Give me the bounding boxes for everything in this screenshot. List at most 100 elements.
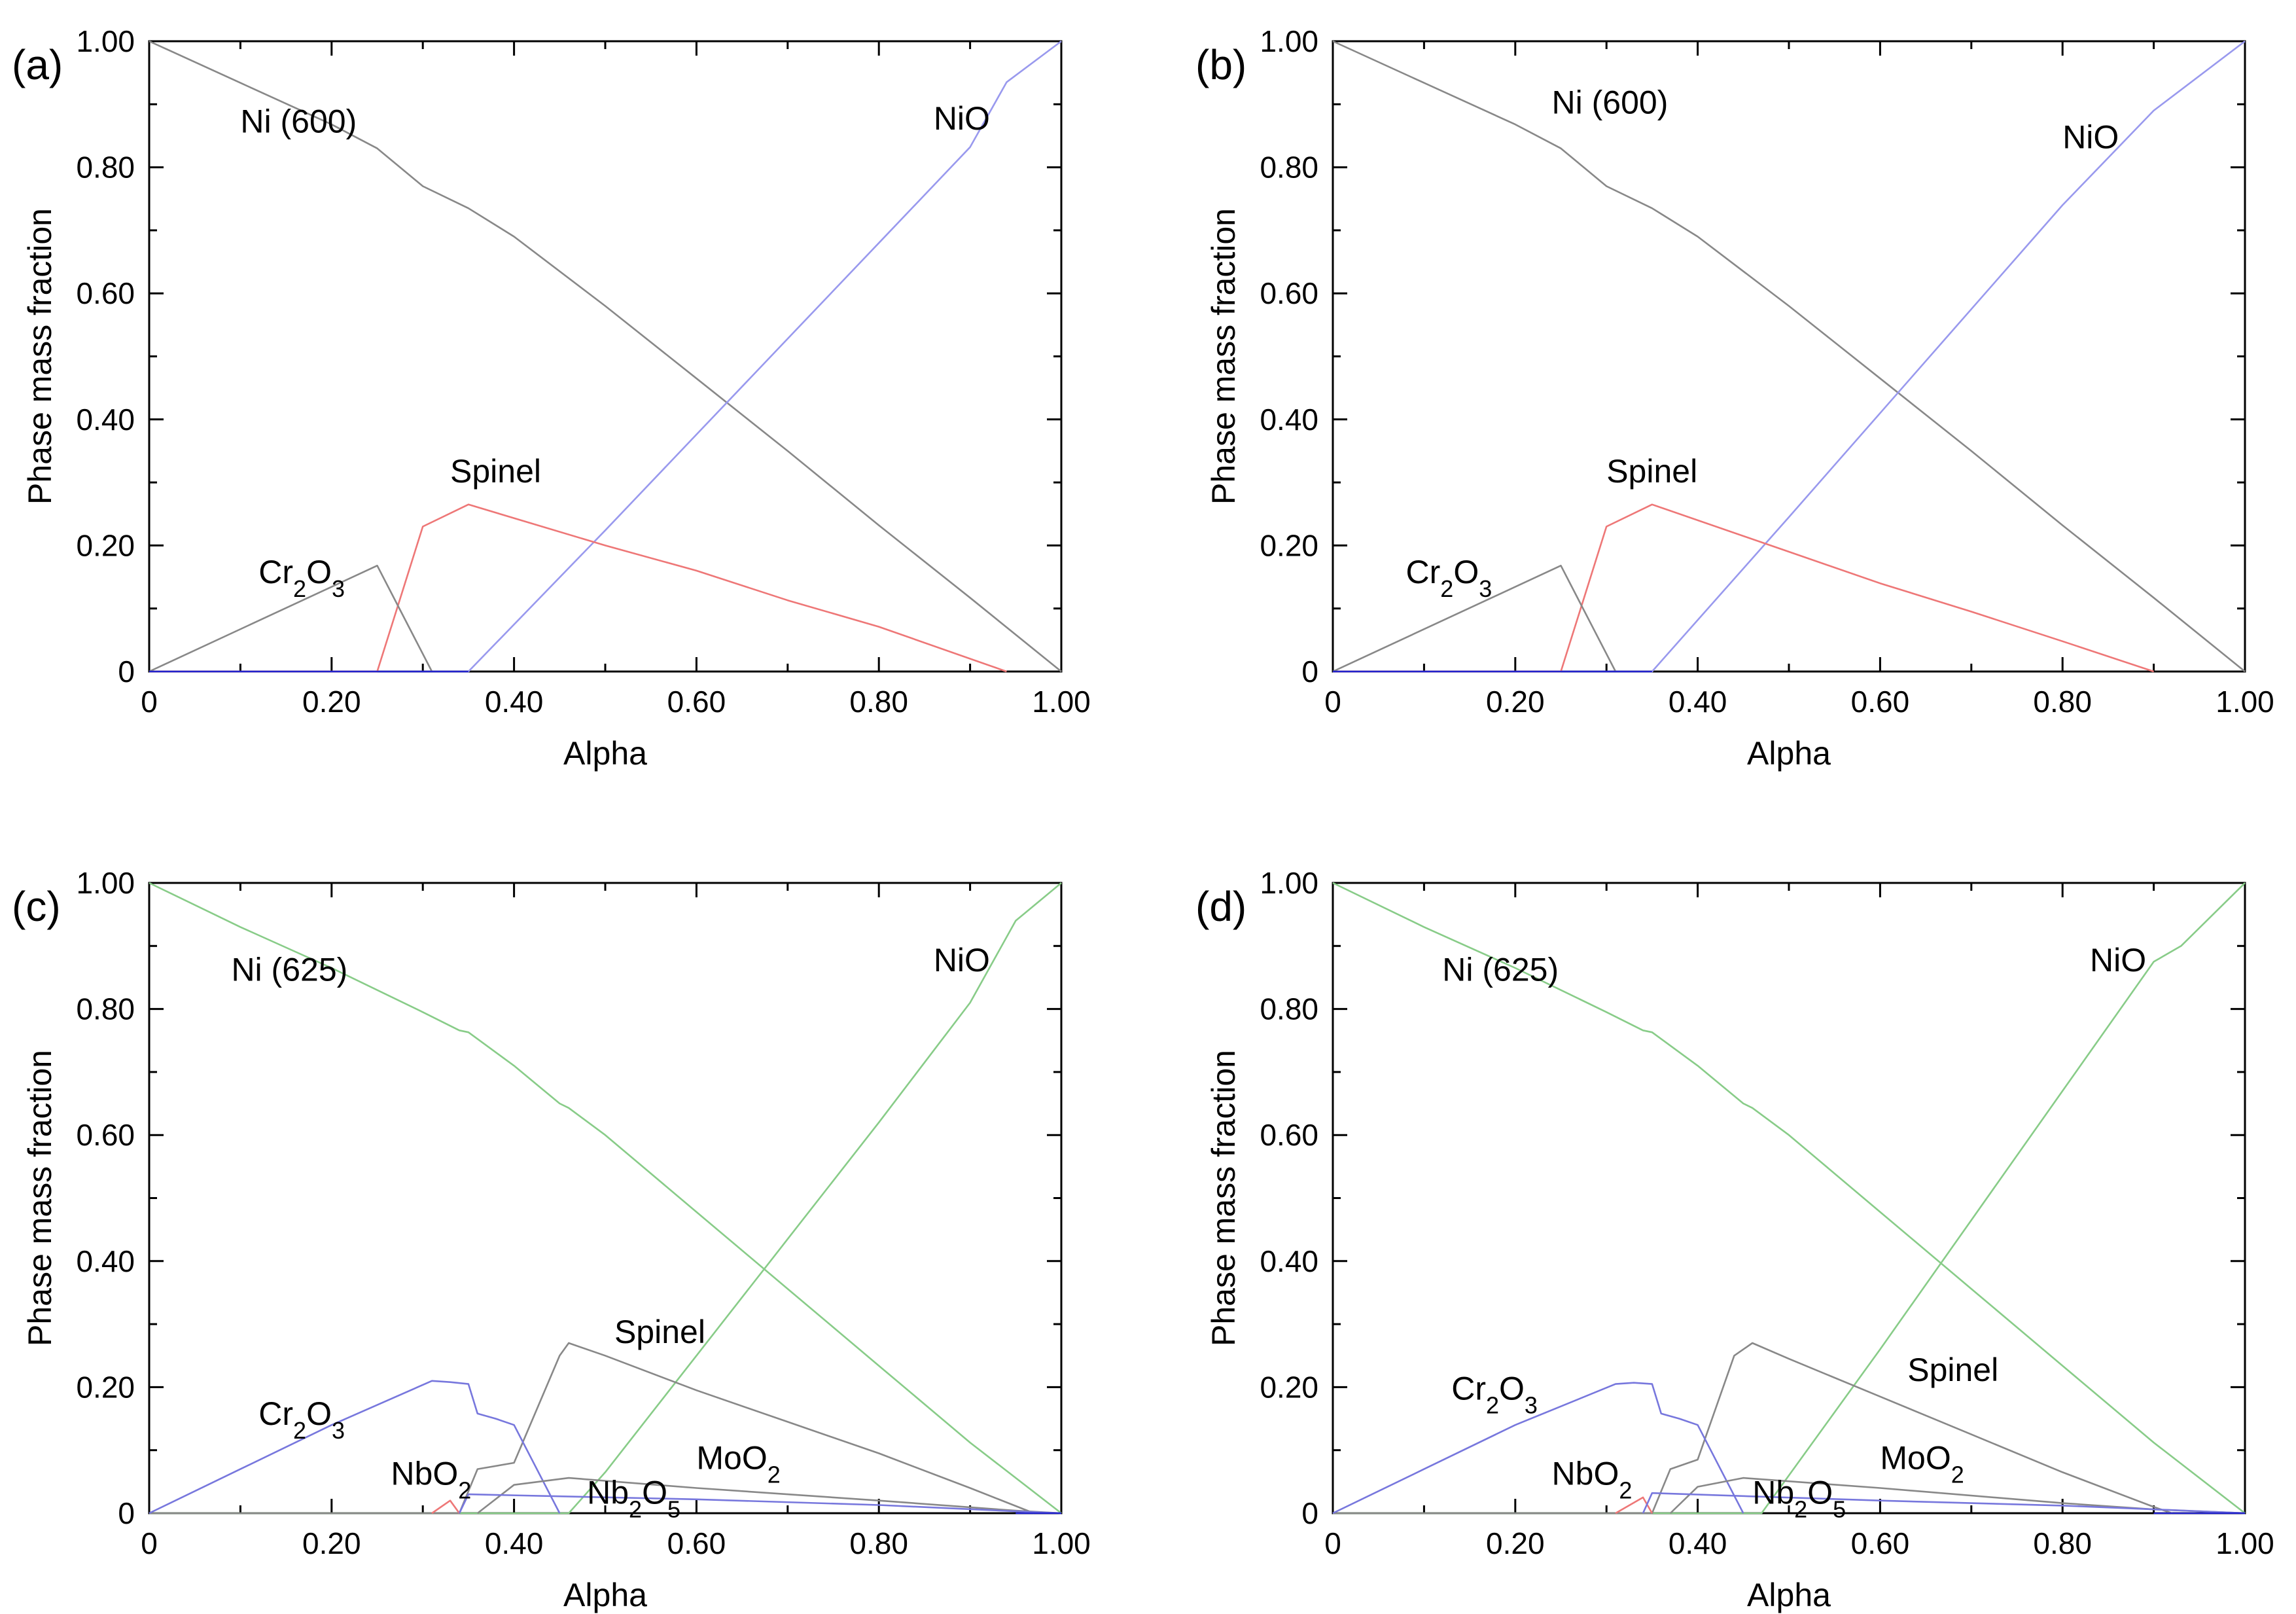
y-axis-label: Phase mass fraction (22, 208, 58, 505)
series-label-cr2o3: Cr2O3 (1451, 1371, 1538, 1419)
panel-d: (d) 0 0.20 0.40 0.60 0.80 1.00 0 0.20 0.40 0.60 0.8… (1195, 866, 2274, 1613)
y-tick-label: 1.00 (76, 866, 135, 900)
y-axis-label: Phase mass fraction (1205, 1050, 1242, 1346)
y-tick-label: 0.40 (1260, 1244, 1318, 1278)
x-tick-label: 1.00 (2216, 685, 2274, 719)
series-label-nio: NiO (934, 100, 990, 137)
x-tick-label: 0.80 (849, 1526, 908, 1560)
series-label-ni-600: Ni (600) (240, 103, 357, 140)
series-label-nio: NiO (2090, 942, 2146, 978)
y-tick-label: 0.60 (76, 1118, 135, 1152)
series-label-ni-625: Ni (625) (1442, 951, 1559, 988)
y-tick-label: 0.60 (1260, 276, 1318, 310)
x-tick-label: 0.40 (485, 685, 544, 719)
x-tick-label: 0.20 (1486, 1526, 1545, 1560)
series-label-spinel: Spinel (450, 453, 541, 490)
x-tick-label: 0 (141, 1526, 158, 1560)
series-line-spinel (1333, 1342, 2172, 1515)
x-tick-label: 0.40 (1669, 1526, 1727, 1560)
series-line-cr2o3 (1332, 564, 1617, 673)
y-tick-label: 0.80 (1260, 151, 1318, 185)
series-line-cr2o3 (149, 564, 433, 673)
series-label-nb2o5: Nb2O5 (1752, 1475, 1846, 1523)
y-axis-label: Phase mass fraction (22, 1050, 58, 1346)
x-tick-label: 0.80 (2033, 685, 2092, 719)
series-label-spinel: Spinel (614, 1314, 705, 1350)
x-tick-label: 0 (1324, 685, 1341, 719)
series-line-spinel (149, 503, 1007, 673)
series-label-ni-600: Ni (600) (1552, 84, 1669, 121)
x-tick-label: 0.60 (667, 1526, 726, 1560)
series-line-cr2o3 (149, 1380, 561, 1515)
panel-label-c: (c) (12, 883, 61, 930)
series-label-nbo2: NbO2 (1552, 1456, 1633, 1504)
panel-label-a: (a) (12, 41, 63, 88)
y-tick-label: 1.00 (1260, 866, 1318, 900)
panel-a: (a) 0 0.20 0.40 0.60 0.80 1.00 0 0.20 0.40 0.60 0.8… (12, 24, 1091, 772)
series-line-ni-600 (149, 40, 1062, 673)
y-tick-label: 0.20 (76, 528, 135, 562)
series-label-nbo2: NbO2 (391, 1456, 471, 1504)
series-label-nio: NiO (2062, 119, 2119, 156)
panel-b: (b) 0 0.20 0.40 0.60 0.80 1.00 0 0.20 0.40 0.60 0.8… (1195, 24, 2274, 772)
y-tick-label: 0.20 (1260, 1370, 1318, 1404)
series-line-ni-600 (1332, 40, 2246, 673)
x-tick-label: 0.60 (1851, 1526, 1910, 1560)
series-label-ni-625: Ni (625) (231, 951, 347, 988)
x-tick-label: 0.80 (2033, 1526, 2092, 1560)
series-label-cr2o3: Cr2O3 (258, 554, 345, 602)
y-tick-label: 0 (118, 1496, 135, 1530)
series-line-nio (1333, 40, 2246, 673)
series-label-nb2o5: Nb2O5 (587, 1475, 680, 1523)
y-tick-label: 0 (118, 655, 135, 689)
series-label-moo2: MoO2 (696, 1440, 780, 1488)
y-tick-label: 1.00 (1260, 24, 1318, 58)
y-axis-label: Phase mass fraction (1205, 208, 1242, 505)
x-tick-label: 0.60 (667, 685, 726, 719)
series-line-nbo2 (1615, 1496, 1653, 1515)
x-tick-label: 1.00 (1032, 1526, 1091, 1560)
series-label-moo2: MoO2 (1880, 1440, 1964, 1488)
y-tick-label: 0.60 (1260, 1118, 1318, 1152)
y-tick-label: 0 (1301, 655, 1318, 689)
x-tick-label: 0.40 (1669, 685, 1727, 719)
panel-label-d: (d) (1195, 883, 1246, 930)
series-line-nio (149, 40, 1062, 673)
y-tick-label: 0.40 (76, 1244, 135, 1278)
x-axis-label: Alpha (563, 1577, 647, 1613)
y-tick-label: 0.40 (76, 403, 135, 437)
x-tick-label: 0.20 (302, 685, 361, 719)
y-tick-label: 0.80 (1260, 992, 1318, 1026)
series-label-cr2o3: Cr2O3 (1406, 554, 1492, 602)
series-line-cr2o3 (1332, 1382, 1744, 1515)
series-line-nb2o5 (458, 1493, 1062, 1515)
x-tick-label: 0.80 (849, 685, 908, 719)
x-axis-label: Alpha (563, 735, 647, 772)
x-tick-label: 0.20 (302, 1526, 361, 1560)
y-tick-label: 0.80 (76, 151, 135, 185)
panel-c: (c) 0 0.20 0.40 0.60 0.80 1.00 0 0.20 0.40 0.60 0.8… (12, 866, 1091, 1613)
x-axis-label: Alpha (1747, 1577, 1831, 1613)
x-tick-label: 1.00 (1032, 685, 1091, 719)
x-axis-label: Alpha (1747, 735, 1831, 772)
series-label-spinel: Spinel (1907, 1352, 1998, 1388)
series-line-nio (1333, 882, 2246, 1515)
x-tick-label: 0 (141, 685, 158, 719)
x-tick-label: 0.60 (1851, 685, 1910, 719)
y-tick-label: 0.20 (1260, 528, 1318, 562)
x-tick-label: 0 (1324, 1526, 1341, 1560)
series-line-nb2o5 (1642, 1492, 2246, 1515)
series-line-ni-625 (1332, 882, 2246, 1515)
y-tick-label: 0 (1301, 1496, 1318, 1530)
y-tick-label: 1.00 (76, 24, 135, 58)
series-line-nio (149, 882, 1062, 1515)
x-tick-label: 0.40 (485, 1526, 544, 1560)
x-tick-label: 0.20 (1486, 685, 1545, 719)
series-label-spinel: Spinel (1606, 453, 1697, 490)
y-tick-label: 0.20 (76, 1370, 135, 1404)
series-line-spinel (1333, 503, 2155, 673)
series-line-ni-625 (149, 882, 1062, 1515)
y-tick-label: 0.60 (76, 276, 135, 310)
series-label-nio: NiO (934, 942, 990, 978)
